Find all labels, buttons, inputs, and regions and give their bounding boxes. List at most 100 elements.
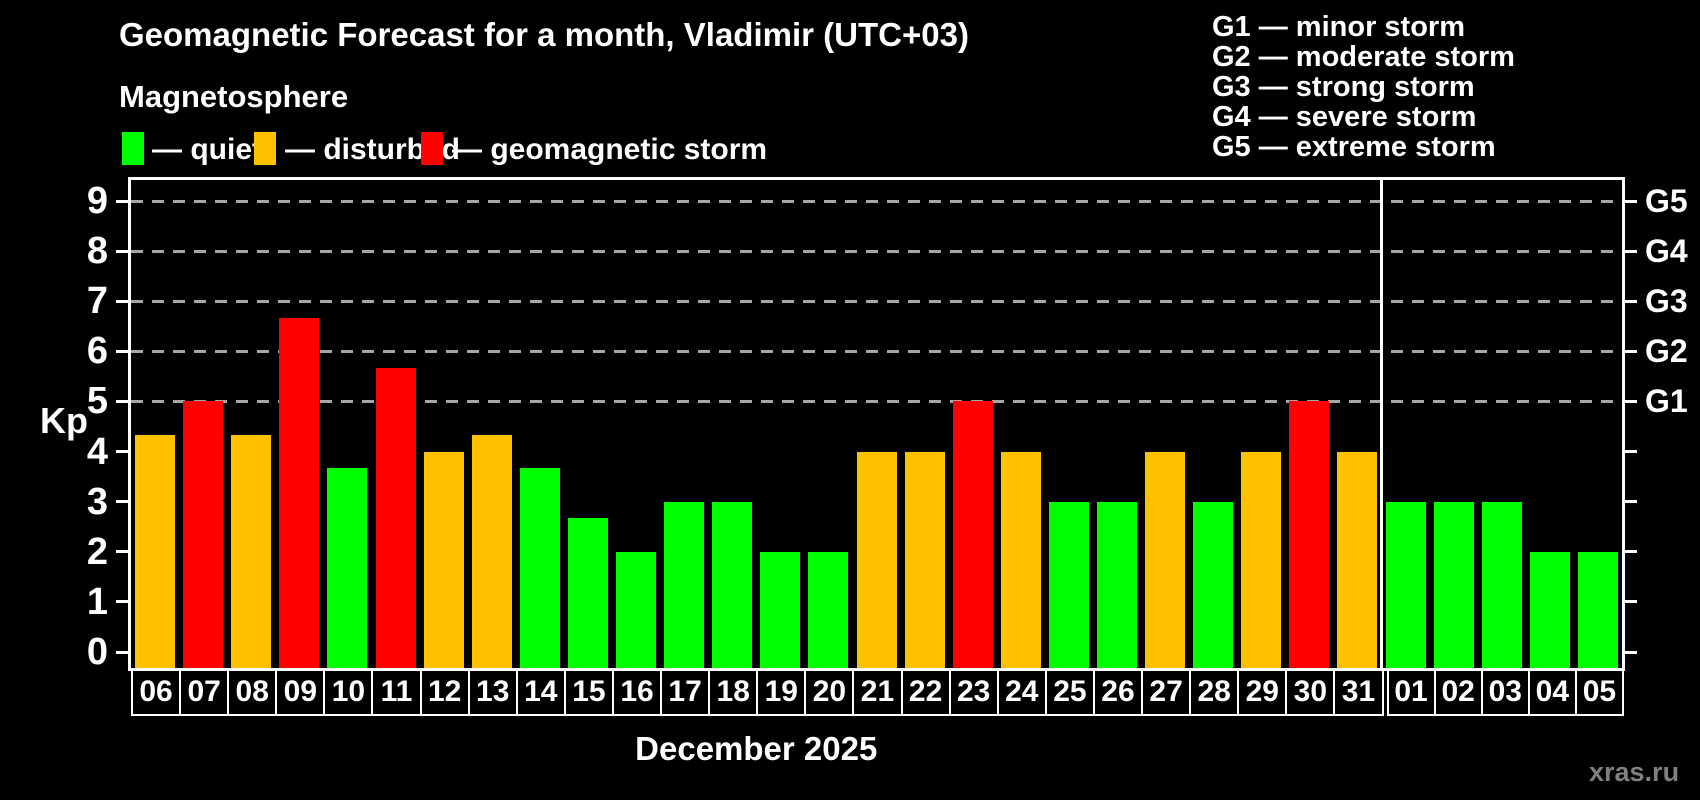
day-label-09: 09: [275, 669, 326, 716]
day-label-22: 22: [900, 669, 951, 716]
kp-bar-day-16: [616, 551, 657, 668]
kp-bar-day-22: [904, 451, 945, 668]
y-tick-label-5: 5: [86, 380, 108, 423]
kp-bar-day-21: [856, 451, 897, 668]
g-tick-label-G2: G2: [1645, 333, 1688, 370]
kp-bar-day-25: [1048, 501, 1089, 668]
y-axis-tick-6: [116, 349, 131, 353]
day-label-24: 24: [996, 669, 1047, 716]
y-tick-label-1: 1: [86, 580, 108, 623]
day-label-20: 20: [804, 669, 855, 716]
day-label-19: 19: [756, 669, 807, 716]
g-legend-line: G4 — severe storm: [1212, 101, 1477, 133]
chart-subtitle: Magnetosphere: [119, 79, 349, 114]
day-label-06: 06: [131, 669, 182, 716]
kp-bar-day-13: [471, 435, 512, 668]
day-label-07: 07: [179, 669, 230, 716]
legend-swatch-storm: [421, 132, 443, 165]
day-label-08: 08: [227, 669, 278, 716]
y-axis-tick-4: [116, 450, 131, 454]
day-label-14: 14: [515, 669, 566, 716]
right-axis-tick-2: [1622, 550, 1637, 554]
y-axis-tick-7: [116, 299, 131, 303]
y-tick-label-3: 3: [86, 480, 108, 523]
day-label-23: 23: [948, 669, 999, 716]
day-label-02: 02: [1433, 669, 1483, 716]
gridline-kp9: [131, 200, 1622, 203]
gridline-kp8: [131, 250, 1622, 254]
g-tick-label-G3: G3: [1645, 283, 1688, 320]
kp-bar-day-19: [760, 551, 801, 668]
y-tick-label-6: 6: [86, 330, 108, 373]
y-tick-label-9: 9: [86, 180, 108, 222]
plot-canvas: [131, 180, 1622, 668]
day-label-27: 27: [1141, 669, 1192, 716]
kp-bar-day-04: [1529, 551, 1570, 668]
legend-label-quiet: — quiet: [152, 133, 262, 166]
kp-bar-day-12: [423, 451, 464, 668]
right-axis-tick-1: [1622, 600, 1637, 604]
day-label-18: 18: [708, 669, 759, 716]
y-axis-tick-8: [116, 249, 131, 253]
legend-label-storm: — geomagnetic storm: [452, 133, 768, 166]
day-label-21: 21: [852, 669, 903, 716]
kp-bar-day-10: [327, 468, 368, 668]
g-legend-line: G1 — minor storm: [1212, 11, 1465, 43]
kp-bar-day-05: [1577, 551, 1618, 668]
day-label-30: 30: [1285, 669, 1336, 716]
y-tick-label-2: 2: [86, 530, 108, 573]
y-tick-label-4: 4: [86, 430, 108, 473]
day-label-12: 12: [419, 669, 470, 716]
right-axis-tick-8: [1622, 249, 1637, 253]
day-label-10: 10: [323, 669, 374, 716]
right-axis-tick-5: [1622, 399, 1637, 403]
day-label-31: 31: [1333, 669, 1384, 716]
right-axis-tick-3: [1622, 500, 1637, 504]
right-axis-tick-0: [1622, 650, 1637, 654]
y-axis-tick-0: [116, 650, 131, 654]
right-axis-tick-6: [1622, 349, 1637, 353]
kp-bar-day-02: [1433, 501, 1474, 668]
y-axis-tick-5: [116, 399, 131, 403]
day-label-15: 15: [563, 669, 614, 716]
right-axis-tick-7: [1622, 299, 1637, 303]
day-label-04: 04: [1527, 669, 1577, 716]
kp-bar-day-09: [279, 317, 320, 668]
g-legend-line: G2 — moderate storm: [1212, 41, 1515, 73]
kp-bar-day-08: [231, 435, 272, 668]
gridline-kp6: [131, 350, 1622, 354]
kp-bar-day-11: [375, 367, 416, 668]
day-label-01: 01: [1386, 669, 1436, 716]
y-axis-tick-3: [116, 500, 131, 504]
kp-bar-day-06: [135, 435, 176, 668]
legend-swatch-quiet: [122, 132, 144, 165]
kp-bar-day-15: [567, 518, 608, 668]
y-tick-label-7: 7: [86, 280, 108, 323]
day-label-17: 17: [660, 669, 711, 716]
y-tick-label-0: 0: [86, 631, 108, 673]
y-axis-tick-9: [116, 199, 131, 203]
g-tick-label-G4: G4: [1645, 233, 1688, 270]
y-axis-title: Kp: [40, 400, 88, 441]
kp-bar-day-03: [1481, 501, 1522, 668]
kp-bar-day-29: [1241, 451, 1282, 668]
kp-bar-day-07: [183, 401, 224, 668]
g-tick-label-G1: G1: [1645, 383, 1688, 420]
kp-bar-day-17: [664, 501, 705, 668]
kp-bar-day-27: [1145, 451, 1186, 668]
g-legend-line: G3 — strong storm: [1212, 71, 1475, 103]
g-scale-legend: G1 — minor storm G2 — moderate storm G3 …: [1212, 12, 1515, 162]
kp-bar-day-18: [712, 501, 753, 668]
right-axis-tick-4: [1622, 450, 1637, 454]
kp-bar-day-20: [808, 551, 849, 668]
kp-bar-day-26: [1096, 501, 1137, 668]
kp-bar-day-14: [519, 468, 560, 668]
right-axis-tick-9: [1622, 199, 1637, 203]
gridline-kp7: [131, 300, 1622, 304]
day-label-05: 05: [1574, 669, 1624, 716]
day-label-03: 03: [1480, 669, 1530, 716]
kp-bar-day-24: [1000, 451, 1041, 668]
g-tick-label-G5: G5: [1645, 183, 1688, 219]
day-label-28: 28: [1189, 669, 1240, 716]
